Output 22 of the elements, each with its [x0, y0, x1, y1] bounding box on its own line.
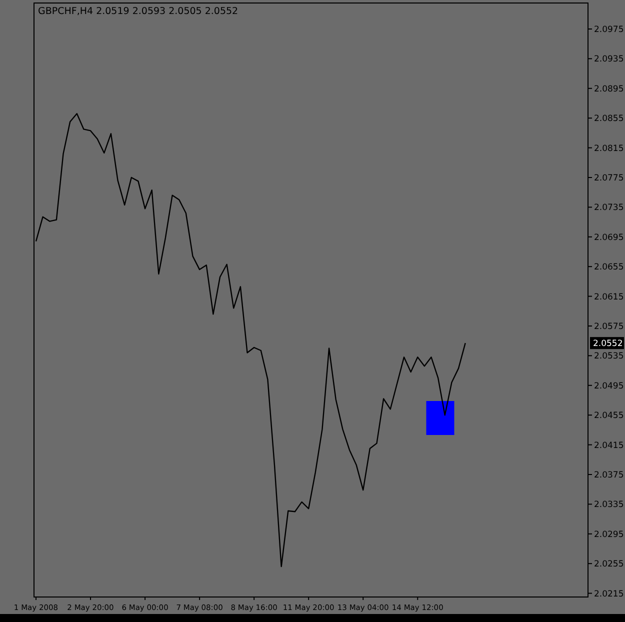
- y-tick-label: 2.0975: [594, 24, 624, 35]
- y-tick-label: 2.0575: [594, 322, 624, 332]
- y-tick-label: 2.0455: [594, 411, 624, 422]
- y-tick-label: 2.0855: [594, 114, 624, 124]
- y-tick-label: 2.0295: [594, 530, 624, 540]
- y-tick-label: 2.0935: [594, 54, 624, 65]
- y-tick-label: 2.0535: [594, 352, 624, 362]
- y-tick-label: 2.0695: [594, 232, 624, 243]
- y-tick-label: 2.0495: [594, 381, 624, 392]
- chart-title: GBPCHF,H4 2.0519 2.0593 2.0505 2.0552: [38, 6, 238, 17]
- annotation: 2.0552: [593, 339, 623, 350]
- y-tick-label: 2.0775: [594, 173, 624, 184]
- y-tick-label: 2.0895: [594, 84, 624, 94]
- y-tick-label: 2.0375: [594, 470, 624, 480]
- y-tick-label: 2.0655: [594, 262, 624, 273]
- y-tick-label: 2.0615: [594, 292, 624, 302]
- y-tick-label: 2.0215: [594, 589, 624, 600]
- y-tick-label: 2.0255: [594, 560, 624, 570]
- y-tick-label: 2.0735: [594, 203, 624, 214]
- y-tick-label: 2.0815: [594, 144, 624, 154]
- y-tick-label: 2.0415: [594, 440, 624, 451]
- y-tick-label: 2.0335: [594, 500, 624, 510]
